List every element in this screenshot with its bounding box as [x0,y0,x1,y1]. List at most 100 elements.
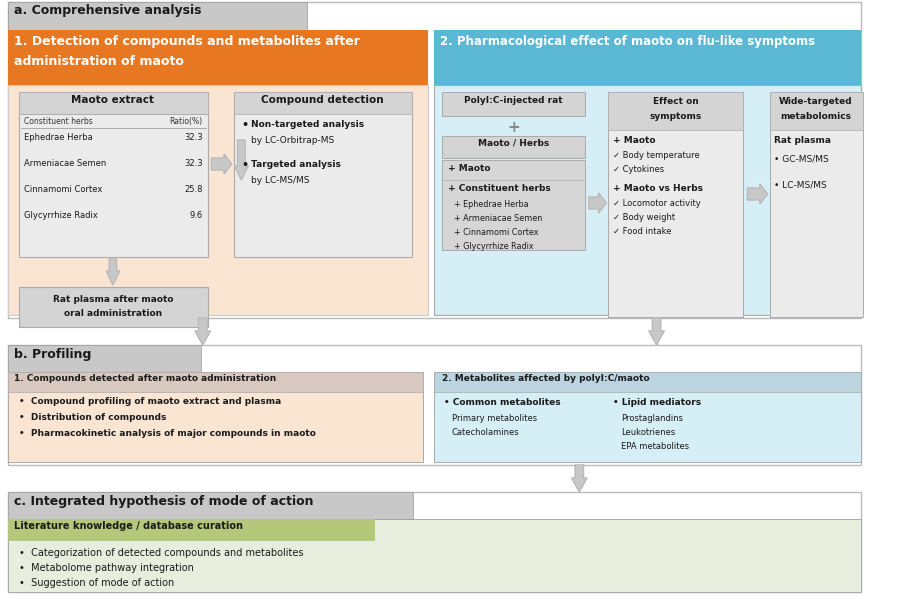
Text: metabolomics: metabolomics [780,112,851,121]
Text: 25.8: 25.8 [184,185,202,194]
Bar [8,85,428,315]
Text: Ratio(%): Ratio(%) [169,117,202,126]
Bar [435,85,861,315]
Text: 2. Pharmacological effect of maoto on flu-like symptoms: 2. Pharmacological effect of maoto on fl… [440,35,815,48]
Bar [8,372,423,392]
Text: •  Suggestion of mode of action: • Suggestion of mode of action [19,578,175,588]
Bar [8,345,201,372]
Text: Compound detection: Compound detection [261,95,383,105]
Text: 32.3: 32.3 [184,133,202,142]
Polygon shape [747,184,768,204]
Text: + Glycyrrhize Radix: + Glycyrrhize Radix [454,242,534,251]
Text: • Lipid mediators: • Lipid mediators [613,398,701,407]
Bar [19,287,208,327]
Text: Prostaglandins: Prostaglandins [621,414,683,423]
Bar [8,492,413,519]
Text: Non-targeted analysis: Non-targeted analysis [251,120,364,129]
Bar [8,2,861,318]
Bar [608,92,743,317]
Text: Primary metabolites: Primary metabolites [452,414,537,423]
Text: •  Compound profiling of maoto extract and plasma: • Compound profiling of maoto extract an… [19,397,282,406]
Text: ✓ Body weight: ✓ Body weight [613,213,675,222]
Bar [435,30,861,85]
Bar [8,519,374,541]
Text: •  Metabolome pathway integration: • Metabolome pathway integration [19,563,194,573]
Bar [8,519,861,592]
Text: Catecholamines: Catecholamines [452,428,519,437]
Bar [770,92,863,130]
Bar [234,92,412,257]
Bar [770,92,863,317]
Text: 1. Detection of compounds and metabolites after: 1. Detection of compounds and metabolite… [14,35,359,48]
Polygon shape [106,259,120,285]
Polygon shape [572,465,587,492]
Text: Leukotrienes: Leukotrienes [621,428,675,437]
Text: by LC-Orbitrap-MS: by LC-Orbitrap-MS [251,136,334,145]
Bar [442,136,585,158]
Text: Wide-targeted: Wide-targeted [779,97,852,106]
Bar [8,492,861,592]
Polygon shape [589,193,607,213]
Text: ✓ Cytokines: ✓ Cytokines [613,165,664,174]
Text: EPA metabolites: EPA metabolites [621,442,689,451]
Text: 2. Metabolites affected by polyI:C/maoto: 2. Metabolites affected by polyI:C/maoto [442,374,650,383]
Polygon shape [649,318,664,345]
Text: • Common metabolites: • Common metabolites [444,398,561,407]
Polygon shape [195,318,211,345]
Text: Rat plasma after maoto: Rat plasma after maoto [53,295,173,304]
Text: + Armeniacae Semen: + Armeniacae Semen [454,214,542,223]
Text: + Cinnamomi Cortex: + Cinnamomi Cortex [454,228,538,237]
Text: 9.6: 9.6 [190,211,203,220]
Text: ✓ Food intake: ✓ Food intake [613,227,671,236]
Text: symptoms: symptoms [650,112,702,121]
Text: b. Profiling: b. Profiling [14,348,91,361]
Bar [19,92,208,257]
Text: Ephedrae Herba: Ephedrae Herba [24,133,93,142]
Text: •  Distribution of compounds: • Distribution of compounds [19,413,166,422]
Text: a. Comprehensive analysis: a. Comprehensive analysis [14,4,201,17]
Bar [8,345,861,465]
Text: 1. Compounds detected after maoto administration: 1. Compounds detected after maoto admini… [14,374,275,383]
Text: •  Pharmacokinetic analysis of major compounds in maoto: • Pharmacokinetic analysis of major comp… [19,429,316,438]
Text: Cinnamomi Cortex: Cinnamomi Cortex [24,185,103,194]
Text: Maoto / Herbs: Maoto / Herbs [478,139,549,148]
Text: Effect on: Effect on [653,97,698,106]
Bar [8,30,428,85]
Text: + Maoto: + Maoto [448,164,490,173]
Bar [8,372,423,462]
Text: ✓ Body temperature: ✓ Body temperature [613,151,700,160]
Text: PolyI:C-injected rat: PolyI:C-injected rat [464,96,563,105]
Text: Constituent herbs: Constituent herbs [24,117,93,126]
Text: Targeted analysis: Targeted analysis [251,160,341,169]
Text: • GC-MS/MS: • GC-MS/MS [774,154,829,163]
Text: oral administration: oral administration [64,309,162,318]
Text: +: + [508,120,520,135]
Text: Glycyrrhize Radix: Glycyrrhize Radix [24,211,98,220]
Text: • LC-MS/MS: • LC-MS/MS [774,180,827,189]
Text: 32.3: 32.3 [184,159,202,168]
Text: Maoto extract: Maoto extract [71,95,155,105]
Text: ✓ Locomotor activity: ✓ Locomotor activity [613,199,701,208]
Text: •: • [241,160,248,170]
Text: + Maoto: + Maoto [613,136,655,145]
Bar [608,92,743,130]
Text: + Maoto vs Herbs: + Maoto vs Herbs [613,184,703,193]
Text: •  Categorization of detected compounds and metabolites: • Categorization of detected compounds a… [19,548,304,558]
Bar [19,92,208,114]
Text: administration of maoto: administration of maoto [14,55,184,68]
Bar [435,372,861,462]
Bar [435,372,861,392]
Bar [234,92,412,114]
Polygon shape [235,140,248,180]
Text: Rat plasma: Rat plasma [774,136,832,145]
Text: Literature knowledge / database curation: Literature knowledge / database curation [14,521,242,531]
Text: by LC-MS/MS: by LC-MS/MS [251,176,310,185]
Text: + Ephedrae Herba: + Ephedrae Herba [454,200,528,209]
Text: •: • [241,120,248,130]
Text: + Constituent herbs: + Constituent herbs [448,184,551,193]
Bar [8,2,307,30]
Polygon shape [212,154,231,174]
Text: c. Integrated hypothesis of mode of action: c. Integrated hypothesis of mode of acti… [14,495,313,508]
Bar [442,160,585,250]
Bar [442,92,585,116]
